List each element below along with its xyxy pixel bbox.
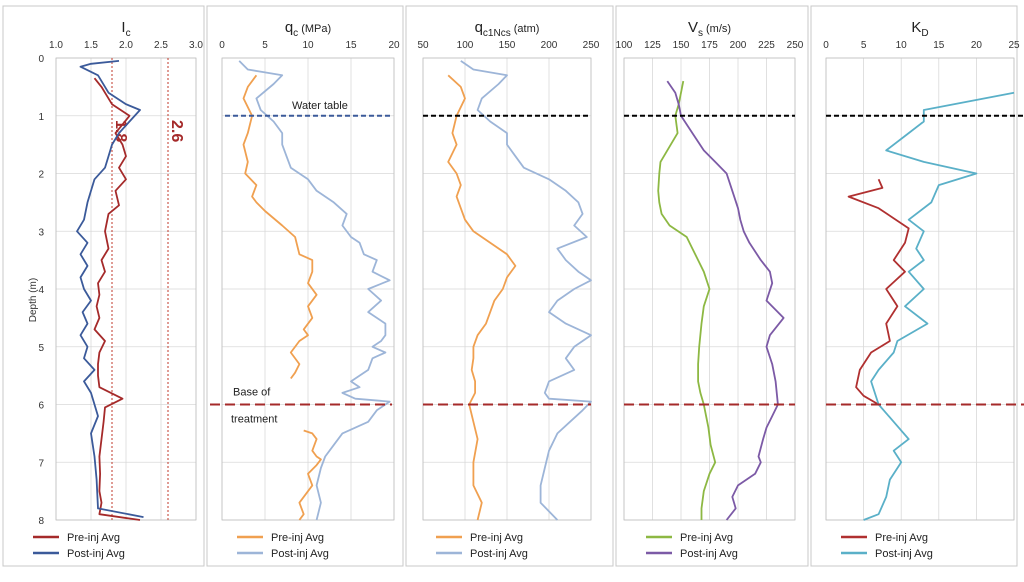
x-tick-label: 175 (701, 40, 718, 51)
legend-label: Post-inj Avg (67, 548, 125, 560)
depth-tick-label: 8 (38, 516, 44, 527)
panel-title: Vs (m/s) (688, 19, 731, 39)
legend-label: Post-inj Avg (271, 548, 329, 560)
panel-title: Ic (121, 19, 130, 39)
x-tick-label: 5 (861, 40, 867, 51)
series-post-inj-avg (238, 60, 391, 521)
x-tick-label: 25 (1008, 40, 1020, 51)
series-post-inj-avg (666, 80, 785, 521)
plot-area (422, 57, 592, 521)
panel-title: qc1Ncs (atm) (475, 19, 540, 39)
legend-label: Pre-inj Avg (875, 532, 928, 544)
x-tick-label: 50 (417, 40, 429, 51)
series-pre-inj-avg (657, 80, 717, 520)
x-tick-label: 250 (583, 40, 600, 51)
x-tick-label: 3.0 (189, 40, 203, 51)
x-tick-label: 100 (616, 40, 633, 51)
x-tick-label: 10 (302, 40, 314, 51)
plot-area (221, 57, 395, 521)
panel-title: KD (911, 19, 928, 39)
legend-label: Pre-inj Avg (470, 532, 523, 544)
x-tick-label: 125 (644, 40, 661, 51)
plot-area (55, 57, 197, 521)
water-table-label: Water table (292, 100, 348, 112)
x-tick-label: 2.0 (119, 40, 133, 51)
x-tick-label: 0 (219, 40, 225, 51)
depth-tick-label: 0 (38, 54, 44, 65)
x-tick-label: 15 (345, 40, 357, 51)
annotations: Water table Base of treatment (210, 100, 1024, 426)
series-post-inj-avg (76, 60, 144, 518)
legend-label: Post-inj Avg (680, 548, 738, 560)
depth-axis-label: Depth (m) (28, 278, 39, 322)
x-tick-label: 150 (499, 40, 516, 51)
series-post-inj-avg (460, 60, 592, 521)
panel-qc: 0 5 10 15 20 qc (MPa) Pre-inj Avg Post-inj Avg (206, 5, 404, 567)
base-of-treatment-label: treatment (231, 414, 277, 426)
base-of-treatment-label: Base of (233, 387, 271, 399)
x-tick-label: 10 (896, 40, 908, 51)
plot-area (623, 57, 796, 521)
panel-frame (2, 5, 205, 567)
depth-tick-label: 7 (38, 458, 44, 469)
legend-label: Pre-inj Avg (271, 532, 324, 544)
x-tick-label: 200 (541, 40, 558, 51)
panel-frame (206, 5, 404, 567)
panel-title: qc (MPa) (285, 19, 331, 39)
x-tick-label: 1.5 (84, 40, 98, 51)
depth-tick-label: 4 (38, 285, 44, 296)
x-tick-label: 2.5 (154, 40, 168, 51)
x-tick-label: 150 (673, 40, 690, 51)
x-tick-label: 200 (730, 40, 747, 51)
x-tick-label: 225 (758, 40, 775, 51)
depth-tick-label: 6 (38, 401, 44, 412)
depth-tick-label: 5 (38, 343, 44, 354)
depth-tick-label: 1 (38, 112, 44, 123)
series-pre-inj-avg (847, 178, 910, 406)
x-tick-label: 1.0 (49, 40, 63, 51)
panel-qc1ncs: 50 100 150 200 250 qc1Ncs (atm) Pre-inj Avg Pos… (405, 5, 614, 567)
x-tick-label: 20 (971, 40, 983, 51)
ic-threshold-label: 2.6 (168, 120, 185, 142)
series-pre-inj-avg (242, 74, 318, 380)
depth-tick-label: 3 (38, 227, 44, 238)
legend-label: Pre-inj Avg (680, 532, 733, 544)
plot-area (825, 57, 1015, 521)
x-tick-label: 15 (933, 40, 945, 51)
legend-label: Pre-inj Avg (67, 532, 120, 544)
legend-label: Post-inj Avg (875, 548, 933, 560)
depth-tick-label: 2 (38, 170, 44, 181)
series-pre-inj-avg (93, 77, 141, 521)
x-tick-label: 100 (457, 40, 474, 51)
series-post-inj-avg (863, 91, 1015, 521)
panel-frame (615, 5, 809, 567)
x-tick-label: 0 (823, 40, 829, 51)
legend-label: Post-inj Avg (470, 548, 528, 560)
x-tick-label: 250 (787, 40, 804, 51)
panel-vs: 100 125 150 175 200 225 250 Vs (m/s) Pre-inj Avg… (615, 5, 809, 567)
x-tick-label: 20 (388, 40, 400, 51)
series-pre-inj-avg (298, 429, 322, 521)
panel-frame (810, 5, 1018, 567)
x-tick-label: 5 (262, 40, 268, 51)
panel-kd: 0 5 10 15 20 25 KD Pre-inj Avg Post-inj Avg (810, 5, 1020, 567)
series-pre-inj-avg (447, 74, 517, 521)
